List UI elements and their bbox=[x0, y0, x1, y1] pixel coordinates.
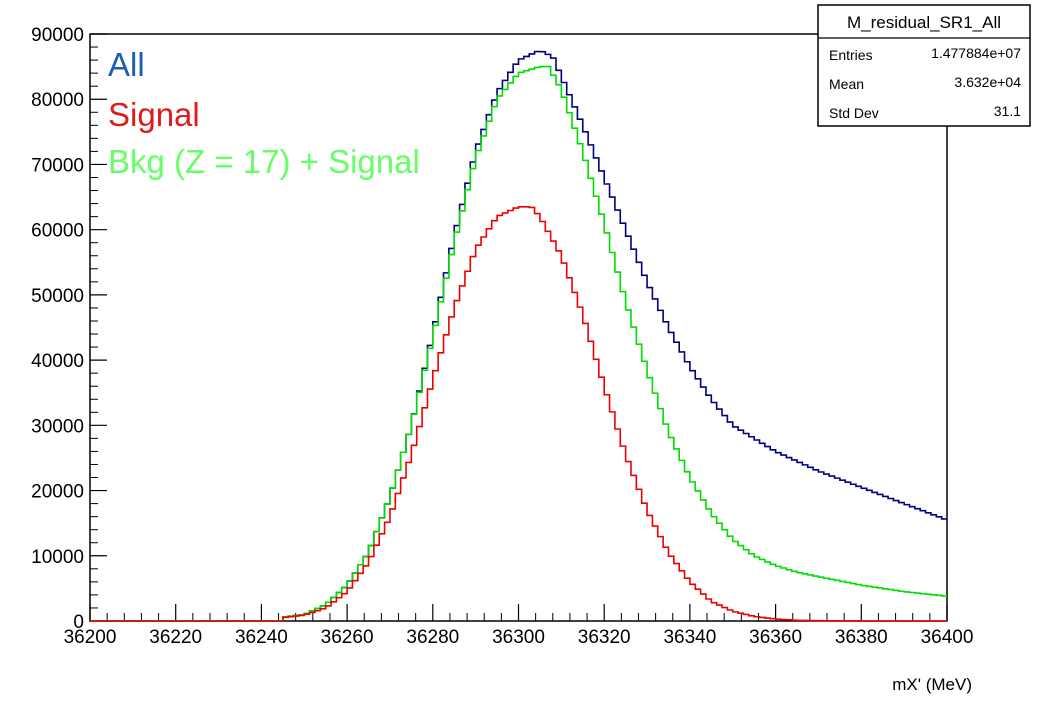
x-tick-label: 36280 bbox=[406, 627, 459, 648]
stats-box: M_residual_SR1_All Entries 1.477884e+07 … bbox=[817, 4, 1031, 127]
x-tick-label: 36380 bbox=[835, 627, 888, 648]
stats-entries-label: Entries bbox=[829, 47, 873, 63]
stats-mean-value: 3.632e+04 bbox=[954, 74, 1021, 90]
y-tick-label: 10000 bbox=[31, 547, 84, 568]
y-tick-label: 40000 bbox=[31, 351, 84, 372]
y-tick-label: 80000 bbox=[31, 90, 84, 111]
x-tick-label: 36260 bbox=[321, 627, 374, 648]
x-axis: 36200 36220 36240 36260 36280 36300 36320 36340… bbox=[64, 604, 974, 648]
x-tick-label: 36240 bbox=[235, 627, 288, 648]
series-layer bbox=[90, 50, 947, 622]
stats-entries-value: 1.477884e+07 bbox=[931, 45, 1021, 61]
y-tick-label: 0 bbox=[73, 612, 84, 633]
series-bkg-signal-line bbox=[90, 65, 947, 622]
y-tick-label: 90000 bbox=[31, 25, 84, 46]
x-tick-label: 36200 bbox=[64, 627, 117, 648]
x-axis-title: mX' (MeV) bbox=[892, 675, 972, 694]
y-tick-label: 60000 bbox=[31, 221, 84, 242]
y-tick-label: 20000 bbox=[31, 482, 84, 503]
stats-mean-label: Mean bbox=[829, 76, 864, 92]
legend-entry-bkg-signal: Bkg (Z = 17) + Signal bbox=[108, 143, 420, 180]
x-tick-label: 36300 bbox=[492, 627, 545, 648]
x-tick-label: 36320 bbox=[578, 627, 631, 648]
y-axis: 0 10000 20000 30000 40000 50000 60000 70000 8000… bbox=[31, 25, 107, 633]
plot-frame bbox=[89, 33, 948, 622]
y-tick-label: 50000 bbox=[31, 286, 84, 307]
y-tick-label: 30000 bbox=[31, 416, 84, 437]
legend-entry-signal: Signal bbox=[108, 96, 200, 133]
y-tick-label: 70000 bbox=[31, 155, 84, 176]
x-tick-label: 36360 bbox=[749, 627, 802, 648]
x-tick-label: 36340 bbox=[663, 627, 716, 648]
legend: All Signal Bkg (Z = 17) + Signal bbox=[108, 46, 420, 180]
stats-box-title: M_residual_SR1_All bbox=[847, 13, 1001, 32]
series-signal-line bbox=[90, 206, 947, 622]
x-tick-label: 36220 bbox=[149, 627, 202, 648]
x-tick-label: 36400 bbox=[921, 627, 974, 648]
stats-stddev-label: Std Dev bbox=[829, 105, 879, 121]
legend-entry-all: All bbox=[108, 46, 145, 83]
stats-stddev-value: 31.1 bbox=[994, 103, 1021, 119]
stats-box-frame bbox=[817, 4, 1031, 127]
